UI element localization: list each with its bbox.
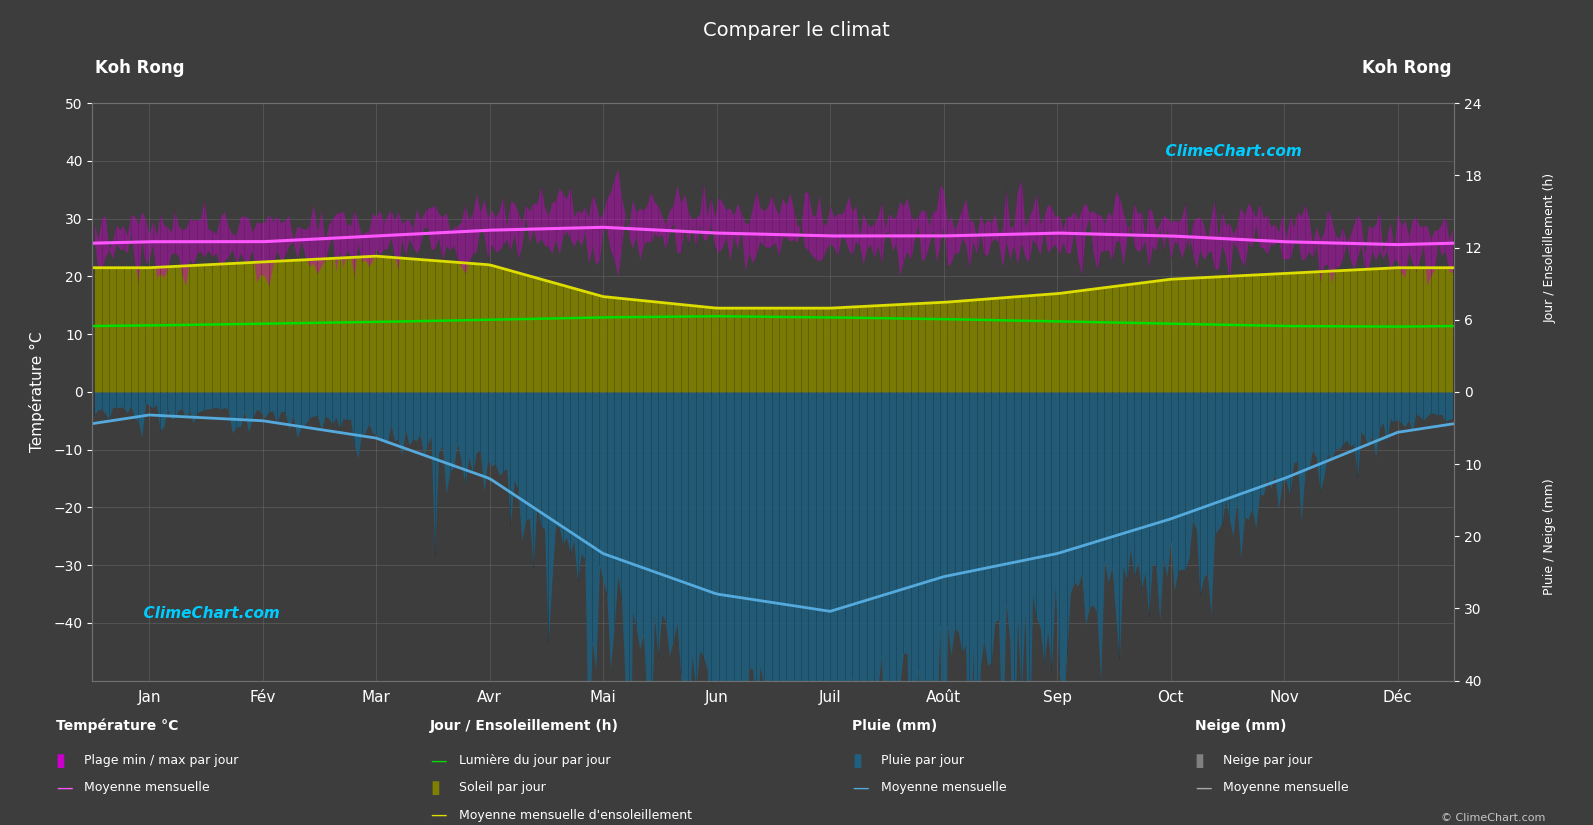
Text: Moyenne mensuelle: Moyenne mensuelle: [1223, 781, 1349, 794]
Text: —: —: [430, 806, 446, 824]
Text: © ClimeChart.com: © ClimeChart.com: [1440, 813, 1545, 823]
Text: ClimeChart.com: ClimeChart.com: [134, 606, 280, 620]
Text: Pluie par jour: Pluie par jour: [881, 754, 964, 767]
Text: —: —: [56, 779, 72, 797]
Text: Moyenne mensuelle d'ensoleillement: Moyenne mensuelle d'ensoleillement: [459, 808, 691, 822]
Text: Lumière du jour par jour: Lumière du jour par jour: [459, 754, 610, 767]
Y-axis label: Température °C: Température °C: [29, 332, 45, 452]
Text: Température °C: Température °C: [56, 719, 178, 733]
Text: —: —: [1195, 779, 1211, 797]
Text: Pluie (mm): Pluie (mm): [852, 719, 938, 733]
Text: Neige par jour: Neige par jour: [1223, 754, 1313, 767]
Text: —: —: [430, 752, 446, 770]
Text: Koh Rong: Koh Rong: [1362, 59, 1451, 78]
Text: Koh Rong: Koh Rong: [96, 59, 185, 78]
Text: ▮: ▮: [852, 752, 862, 770]
Text: —: —: [852, 779, 868, 797]
Text: Jour / Ensoleillement (h): Jour / Ensoleillement (h): [1544, 172, 1556, 323]
Text: Comparer le climat: Comparer le climat: [703, 21, 890, 40]
Text: ▮: ▮: [56, 752, 65, 770]
Text: ▮: ▮: [1195, 752, 1204, 770]
Text: Plage min / max par jour: Plage min / max par jour: [84, 754, 239, 767]
Text: Jour / Ensoleillement (h): Jour / Ensoleillement (h): [430, 719, 620, 733]
Text: Soleil par jour: Soleil par jour: [459, 781, 545, 794]
Text: Moyenne mensuelle: Moyenne mensuelle: [84, 781, 210, 794]
Text: ClimeChart.com: ClimeChart.com: [1155, 144, 1301, 158]
Text: Pluie / Neige (mm): Pluie / Neige (mm): [1544, 478, 1556, 595]
Text: Neige (mm): Neige (mm): [1195, 719, 1286, 733]
Text: Moyenne mensuelle: Moyenne mensuelle: [881, 781, 1007, 794]
Text: ▮: ▮: [430, 779, 440, 797]
